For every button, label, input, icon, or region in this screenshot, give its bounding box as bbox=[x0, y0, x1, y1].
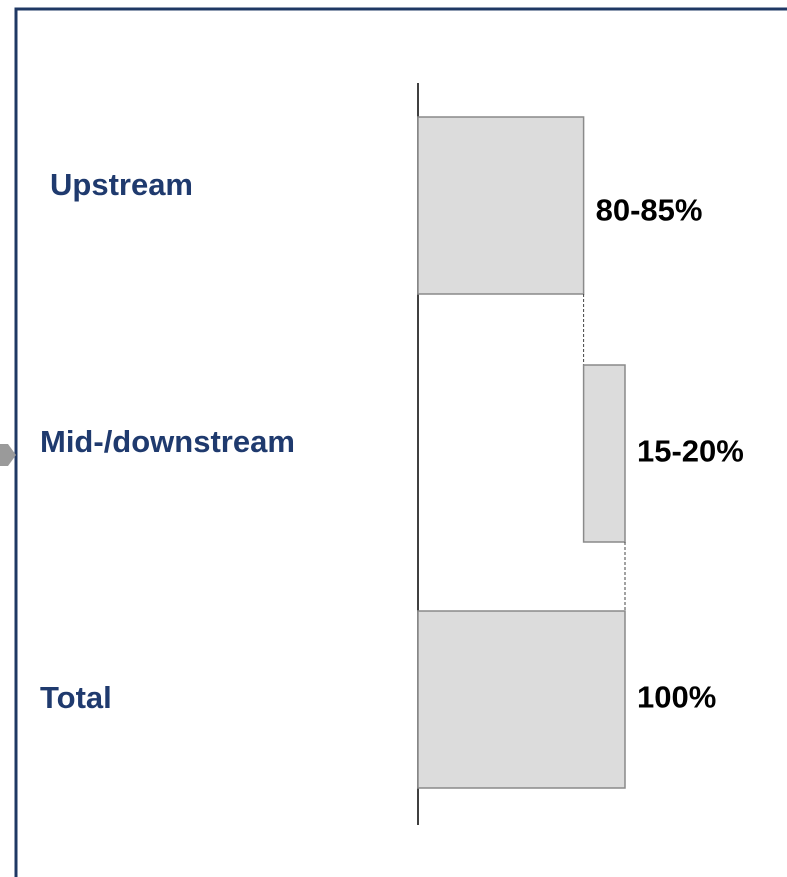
bar bbox=[582, 364, 626, 543]
bar bbox=[417, 116, 585, 295]
category-label: Mid-/downstream bbox=[40, 424, 295, 459]
category-label: Total bbox=[40, 680, 112, 715]
frame bbox=[14, 7, 787, 877]
category-label: Upstream bbox=[50, 167, 193, 202]
value-label: 80-85% bbox=[596, 193, 703, 228]
bar bbox=[417, 610, 626, 789]
value-label: 15-20% bbox=[637, 434, 744, 469]
value-label: 100% bbox=[637, 680, 716, 715]
arrow bbox=[0, 444, 16, 466]
